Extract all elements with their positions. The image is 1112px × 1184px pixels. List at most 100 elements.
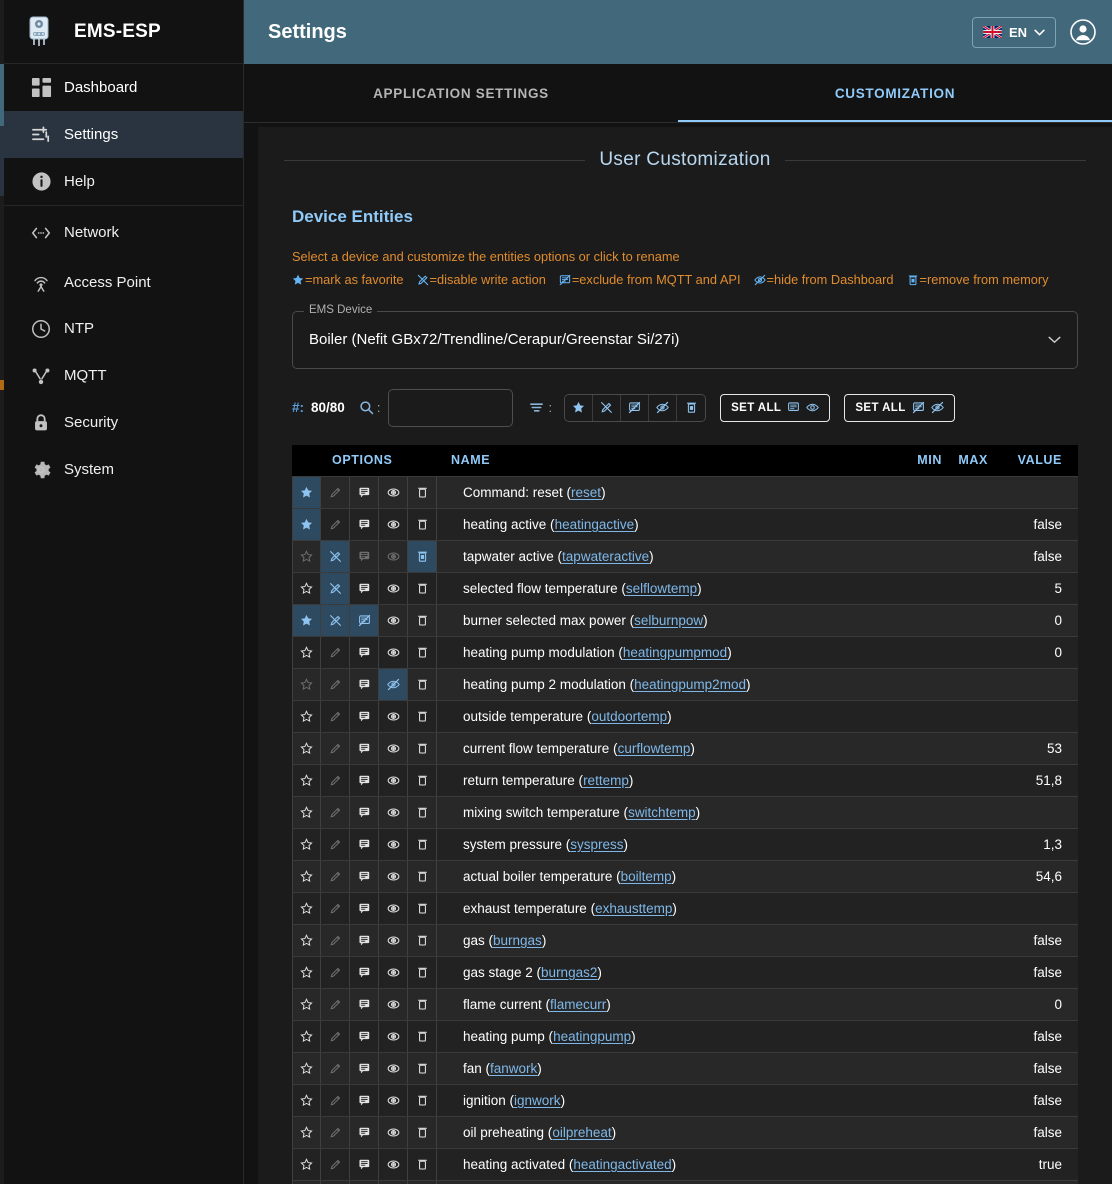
- table-row[interactable]: gas stage 2 (burngas2) false: [292, 956, 1078, 989]
- entity-shortname[interactable]: syspress: [570, 836, 624, 852]
- mqtt-exclude-toggle[interactable]: [350, 668, 379, 700]
- hide-dashboard-toggle[interactable]: [379, 540, 408, 572]
- write-action-toggle[interactable]: [321, 1148, 350, 1180]
- entity-name-cell[interactable]: fan (fanwork): [447, 1053, 896, 1084]
- entity-shortname[interactable]: switchtemp: [628, 804, 696, 820]
- hide-dashboard-toggle[interactable]: [379, 924, 408, 956]
- entity-shortname[interactable]: selflowtemp: [625, 580, 698, 596]
- mqtt-exclude-toggle[interactable]: [350, 732, 379, 764]
- mqtt-exclude-toggle[interactable]: [350, 700, 379, 732]
- remove-memory-toggle[interactable]: [408, 1052, 437, 1084]
- entity-name-cell[interactable]: ignition (ignwork): [447, 1085, 896, 1116]
- write-action-toggle[interactable]: [321, 1116, 350, 1148]
- language-selector[interactable]: EN: [971, 16, 1056, 48]
- entity-name-cell[interactable]: heating active (heatingactive): [447, 509, 896, 540]
- tab-customization[interactable]: CUSTOMIZATION: [678, 64, 1112, 122]
- table-row[interactable]: [292, 1180, 1078, 1184]
- favorite-toggle[interactable]: [292, 860, 321, 892]
- filter-favorite-button[interactable]: [565, 394, 594, 421]
- hide-dashboard-toggle[interactable]: [379, 508, 408, 540]
- filter-excluded-button[interactable]: [621, 394, 650, 421]
- write-action-toggle[interactable]: [321, 604, 350, 636]
- table-row[interactable]: flame current (flamecurr) 0: [292, 988, 1078, 1021]
- write-action-toggle[interactable]: [321, 668, 350, 700]
- entity-shortname[interactable]: curflowtemp: [617, 740, 691, 756]
- favorite-toggle[interactable]: [292, 604, 321, 636]
- table-row[interactable]: heating active (heatingactive) false: [292, 508, 1078, 541]
- entity-shortname[interactable]: burngas2: [541, 964, 598, 980]
- hide-dashboard-toggle[interactable]: [379, 1148, 408, 1180]
- mqtt-exclude-toggle[interactable]: [350, 892, 379, 924]
- entity-shortname[interactable]: reset: [571, 484, 602, 500]
- table-row[interactable]: fan (fanwork) false: [292, 1052, 1078, 1085]
- table-row[interactable]: burner selected max power (selburnpow) 0: [292, 604, 1078, 637]
- remove-memory-toggle[interactable]: [408, 540, 437, 572]
- favorite-toggle[interactable]: [292, 540, 321, 572]
- write-action-toggle[interactable]: [321, 476, 350, 508]
- sidebar-item-network[interactable]: Network: [4, 206, 243, 259]
- filter-hidden-button[interactable]: [649, 394, 678, 421]
- favorite-toggle[interactable]: [292, 988, 321, 1020]
- mqtt-exclude-toggle[interactable]: [350, 1148, 379, 1180]
- write-action-toggle[interactable]: [321, 956, 350, 988]
- write-action-toggle[interactable]: [321, 796, 350, 828]
- set-all-hide-button[interactable]: SET ALL: [844, 393, 955, 422]
- mqtt-exclude-toggle[interactable]: [350, 1180, 379, 1184]
- write-action-toggle[interactable]: [321, 700, 350, 732]
- hide-dashboard-toggle[interactable]: [379, 636, 408, 668]
- remove-memory-toggle[interactable]: [408, 636, 437, 668]
- table-row[interactable]: system pressure (syspress) 1,3: [292, 828, 1078, 861]
- remove-memory-toggle[interactable]: [408, 700, 437, 732]
- mqtt-exclude-toggle[interactable]: [350, 1020, 379, 1052]
- write-action-toggle[interactable]: [321, 1084, 350, 1116]
- table-row[interactable]: return temperature (rettemp) 51,8: [292, 764, 1078, 797]
- account-circle-icon[interactable]: [1070, 19, 1096, 45]
- write-action-toggle[interactable]: [321, 1020, 350, 1052]
- entity-name-cell[interactable]: selected flow temperature (selflowtemp): [447, 573, 896, 604]
- entity-shortname[interactable]: heatingpump2mod: [634, 676, 746, 692]
- remove-memory-toggle[interactable]: [408, 988, 437, 1020]
- table-row[interactable]: heating pump 2 modulation (heatingpump2m…: [292, 668, 1078, 701]
- table-row[interactable]: gas (burngas) false: [292, 924, 1078, 957]
- favorite-toggle[interactable]: [292, 892, 321, 924]
- entity-shortname[interactable]: oilpreheat: [552, 1124, 612, 1140]
- write-action-toggle[interactable]: [321, 1052, 350, 1084]
- write-action-toggle[interactable]: [321, 924, 350, 956]
- entity-name-cell[interactable]: exhaust temperature (exhausttemp): [447, 893, 896, 924]
- sidebar-item-help[interactable]: Help: [4, 158, 243, 205]
- mqtt-exclude-toggle[interactable]: [350, 1116, 379, 1148]
- filter-deleted-button[interactable]: [677, 394, 706, 421]
- write-action-toggle[interactable]: [321, 860, 350, 892]
- entity-name-cell[interactable]: flame current (flamecurr): [447, 989, 896, 1020]
- table-row[interactable]: tapwater active (tapwateractive) false: [292, 540, 1078, 573]
- mqtt-exclude-toggle[interactable]: [350, 796, 379, 828]
- favorite-toggle[interactable]: [292, 508, 321, 540]
- hide-dashboard-toggle[interactable]: [379, 956, 408, 988]
- table-row[interactable]: outside temperature (outdoortemp): [292, 700, 1078, 733]
- hide-dashboard-toggle[interactable]: [379, 572, 408, 604]
- hide-dashboard-toggle[interactable]: [379, 764, 408, 796]
- write-action-toggle[interactable]: [321, 988, 350, 1020]
- remove-memory-toggle[interactable]: [408, 1084, 437, 1116]
- entity-shortname[interactable]: ignwork: [514, 1092, 561, 1108]
- search-input[interactable]: [388, 388, 514, 427]
- favorite-toggle[interactable]: [292, 700, 321, 732]
- sidebar-item-access-point[interactable]: Access Point: [4, 259, 243, 305]
- favorite-toggle[interactable]: [292, 796, 321, 828]
- entity-name-cell[interactable]: gas stage 2 (burngas2): [447, 957, 896, 988]
- entity-name-cell[interactable]: heating pump (heatingpump): [447, 1021, 896, 1052]
- mqtt-exclude-toggle[interactable]: [350, 572, 379, 604]
- hide-dashboard-toggle[interactable]: [379, 732, 408, 764]
- write-action-toggle[interactable]: [321, 540, 350, 572]
- mqtt-exclude-toggle[interactable]: [350, 860, 379, 892]
- mqtt-exclude-toggle[interactable]: [350, 924, 379, 956]
- table-row[interactable]: exhaust temperature (exhausttemp): [292, 892, 1078, 925]
- remove-memory-toggle[interactable]: [408, 1020, 437, 1052]
- hide-dashboard-toggle[interactable]: [379, 892, 408, 924]
- remove-memory-toggle[interactable]: [408, 828, 437, 860]
- favorite-toggle[interactable]: [292, 956, 321, 988]
- mqtt-exclude-toggle[interactable]: [350, 1084, 379, 1116]
- hide-dashboard-toggle[interactable]: [379, 604, 408, 636]
- remove-memory-toggle[interactable]: [408, 764, 437, 796]
- remove-memory-toggle[interactable]: [408, 732, 437, 764]
